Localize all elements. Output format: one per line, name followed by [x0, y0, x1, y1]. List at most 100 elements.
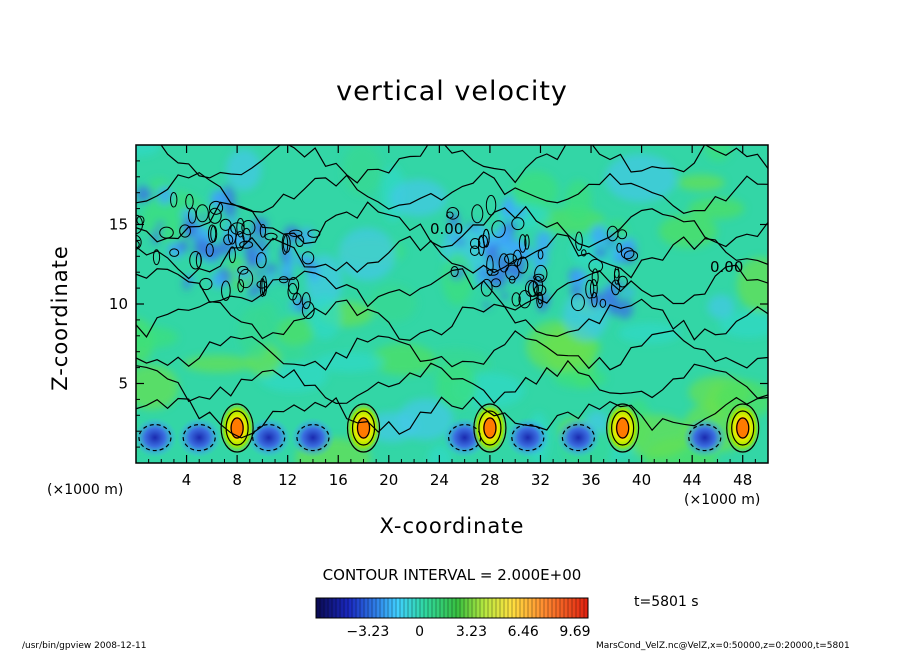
field-blob	[290, 298, 300, 312]
downdraft-core	[136, 417, 177, 458]
x-tick-label: 20	[379, 471, 398, 489]
contour-line	[136, 396, 768, 439]
updraft-core-center	[735, 417, 750, 440]
field-blob	[704, 145, 732, 162]
contour-line	[287, 277, 300, 295]
contour-line	[611, 279, 621, 296]
x-tick-label: 12	[278, 471, 297, 489]
field-blob	[427, 444, 452, 463]
field-blob	[342, 145, 382, 196]
field-blob	[719, 311, 768, 339]
plot-area: 0.00 0.00	[112, 145, 768, 463]
x-tick-label: 48	[733, 471, 752, 489]
updraft-core-center	[356, 417, 371, 440]
contour-line	[726, 403, 760, 453]
contour-line	[264, 232, 278, 241]
contour-line	[450, 265, 459, 278]
contour-line	[589, 279, 598, 299]
field-blob	[606, 235, 615, 250]
y-axis-label: Z-coordinate	[48, 245, 72, 391]
field-blob	[616, 299, 633, 319]
field-blob	[553, 368, 607, 389]
colorbar-tick-label: 3.23	[456, 624, 487, 640]
field-blob	[707, 294, 735, 319]
x-tick-label: 28	[480, 471, 499, 489]
field-blob	[152, 228, 161, 245]
field-blob	[136, 364, 179, 410]
contour-line	[238, 268, 254, 289]
field-blob	[688, 197, 745, 220]
contour-line	[261, 275, 268, 297]
contour-line	[491, 220, 506, 238]
contour-line	[533, 273, 545, 281]
contour-line	[259, 223, 267, 238]
field-blob	[448, 211, 460, 229]
contour-line	[219, 218, 232, 231]
field-blob	[658, 214, 718, 248]
field-blob	[565, 180, 592, 222]
field-blob	[621, 289, 636, 296]
contour-line	[288, 229, 303, 238]
contour-line	[486, 268, 499, 276]
field-blob	[301, 227, 313, 247]
contour-interval-text: CONTOUR INTERVAL = 2.000E+00	[322, 566, 582, 584]
contour-line	[485, 194, 497, 216]
contour-line	[239, 240, 254, 249]
contour-line	[356, 417, 371, 439]
contour-line	[221, 280, 231, 301]
field-blob	[136, 325, 179, 350]
contour-line	[617, 229, 628, 240]
field-blob	[157, 186, 173, 205]
contour-line	[473, 403, 507, 453]
contour-label: 0.00	[710, 258, 743, 276]
contour-line	[230, 417, 244, 439]
contour-line	[159, 226, 174, 239]
colorbar-stripes	[319, 598, 585, 618]
updraft-core-center	[615, 417, 630, 440]
field-blob	[499, 277, 508, 284]
contour-line	[170, 191, 178, 208]
contour-line	[490, 278, 502, 288]
contour-line	[187, 207, 197, 224]
x-tick-label: 16	[329, 471, 348, 489]
contour-line	[518, 290, 532, 309]
field-blob	[621, 238, 637, 250]
field-blob	[612, 246, 626, 263]
contour-line	[169, 248, 180, 257]
field-blob	[483, 302, 491, 309]
contour-line	[585, 279, 595, 299]
contour-line	[537, 249, 544, 260]
contour-line	[504, 253, 517, 265]
contour-line	[688, 423, 722, 452]
contour-line	[199, 277, 213, 291]
field-blob	[677, 174, 725, 191]
field-blob	[114, 200, 128, 213]
contour-line	[301, 301, 315, 320]
x-tick-label: 44	[683, 471, 702, 489]
contour-line	[136, 240, 140, 249]
field-blob	[501, 291, 508, 301]
contour-line	[160, 145, 768, 184]
x-axis: 4 8 12 16 20 24 28 32 36 40 44 48	[148, 145, 756, 489]
field-blob	[443, 233, 461, 240]
contour-line	[281, 233, 289, 255]
contour-line	[295, 234, 305, 248]
contour-line	[616, 242, 623, 253]
contour-line	[282, 234, 291, 253]
field-blob	[605, 154, 677, 203]
y-tick-label: 15	[109, 216, 128, 234]
contour-line	[581, 249, 587, 257]
contour-line	[210, 225, 218, 243]
contour-line	[599, 298, 607, 308]
x-tick-label: 32	[531, 471, 550, 489]
contour-line	[278, 276, 289, 284]
field-blob	[183, 276, 190, 291]
contour-line	[207, 224, 217, 244]
contour-line	[208, 200, 224, 215]
contour-line	[486, 255, 494, 276]
field-blob	[112, 254, 128, 274]
contour-line	[613, 266, 620, 285]
field-blob	[474, 223, 484, 234]
footer-command: /usr/bin/gpview 2008-12-11	[22, 641, 147, 651]
contour-line	[208, 207, 222, 224]
